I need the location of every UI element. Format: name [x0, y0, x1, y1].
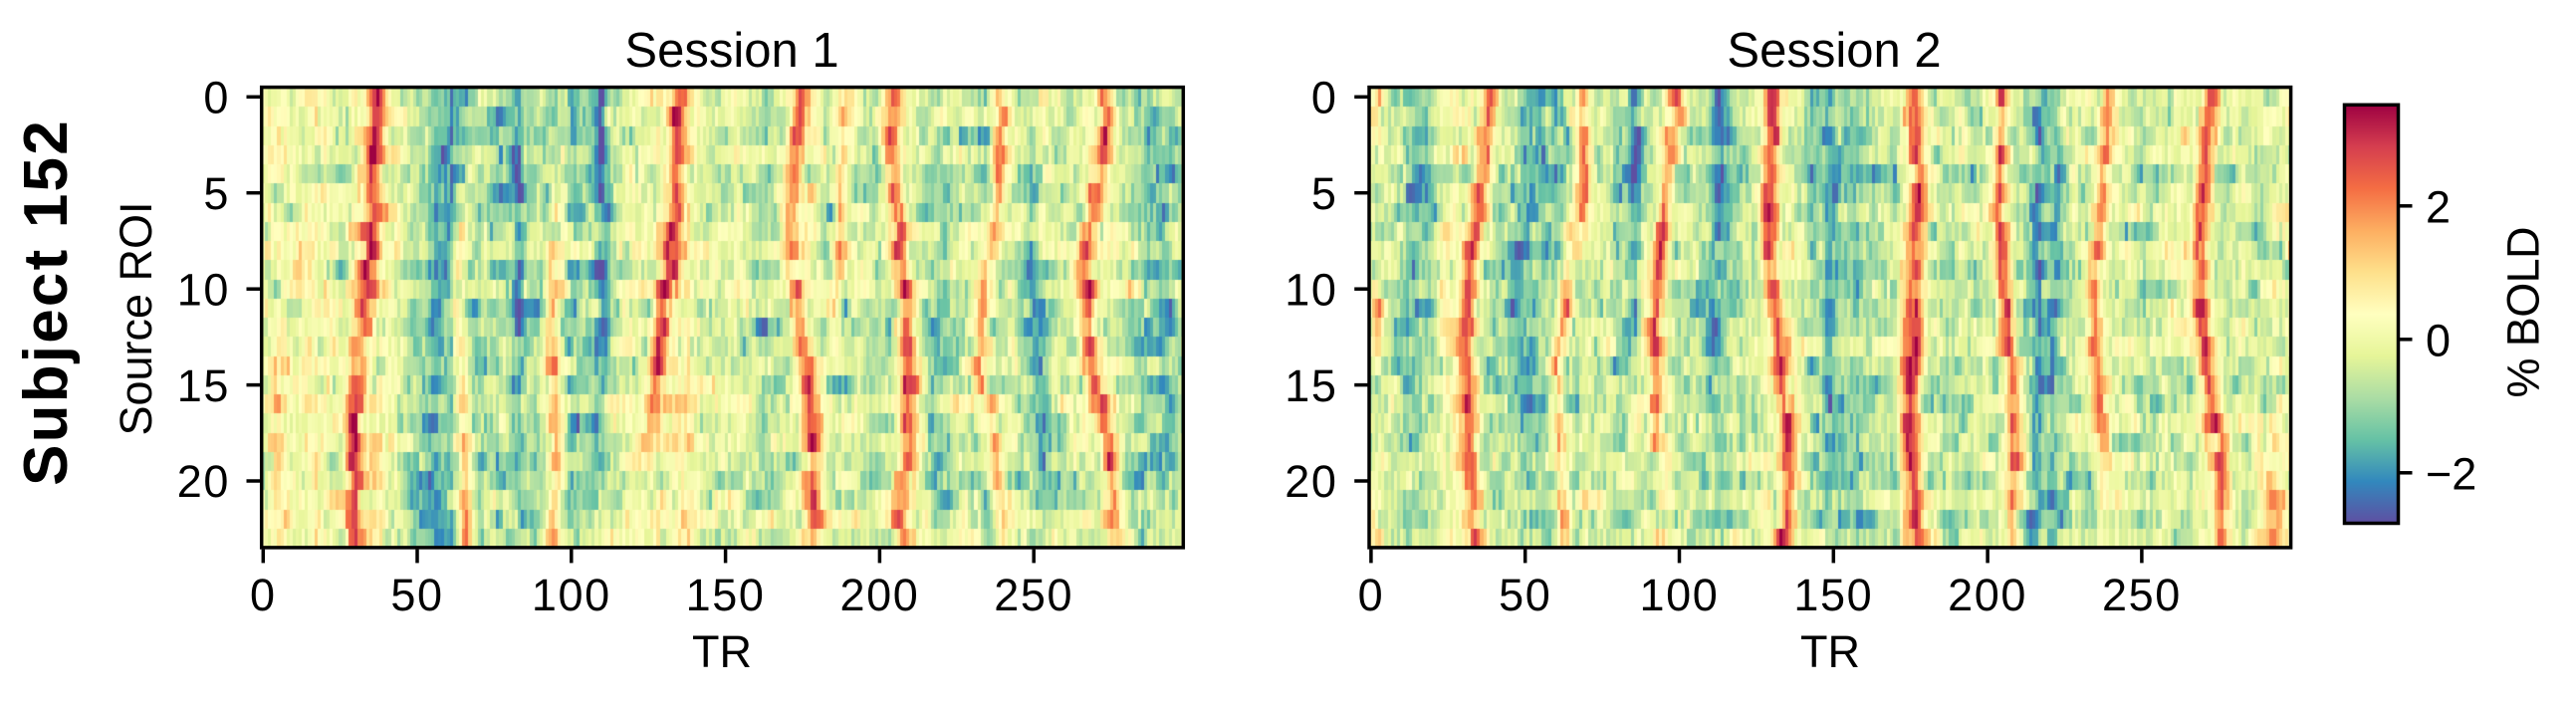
svg-text:50: 50 — [390, 570, 443, 620]
svg-text:0: 0 — [2426, 316, 2451, 366]
svg-text:150: 150 — [1793, 570, 1873, 620]
svg-text:Subject 152: Subject 152 — [12, 118, 81, 486]
svg-text:0: 0 — [1358, 570, 1385, 620]
svg-text:200: 200 — [1948, 570, 2027, 620]
svg-text:150: 150 — [686, 570, 766, 620]
svg-text:TR: TR — [692, 626, 752, 677]
svg-text:200: 200 — [839, 570, 919, 620]
svg-text:% BOLD: % BOLD — [2498, 227, 2549, 397]
svg-text:Session 2: Session 2 — [1727, 24, 1941, 78]
svg-text:10: 10 — [1285, 264, 1337, 315]
svg-text:Session 1: Session 1 — [624, 24, 838, 78]
svg-text:TR: TR — [1800, 626, 1860, 677]
svg-text:0: 0 — [203, 73, 230, 123]
svg-text:250: 250 — [994, 570, 1073, 620]
svg-text:2: 2 — [2426, 182, 2451, 233]
svg-text:20: 20 — [177, 456, 230, 507]
svg-text:100: 100 — [1640, 570, 1720, 620]
svg-text:20: 20 — [1285, 456, 1337, 507]
svg-text:15: 15 — [177, 360, 230, 411]
svg-text:0: 0 — [1311, 73, 1338, 123]
svg-text:5: 5 — [203, 168, 230, 219]
svg-text:Source ROI: Source ROI — [111, 201, 161, 435]
svg-text:100: 100 — [532, 570, 611, 620]
svg-text:50: 50 — [1499, 570, 1551, 620]
svg-text:15: 15 — [1285, 360, 1337, 411]
svg-text:10: 10 — [177, 264, 230, 315]
svg-text:−2: −2 — [2426, 449, 2476, 500]
svg-text:250: 250 — [2102, 570, 2182, 620]
svg-text:0: 0 — [250, 570, 277, 620]
svg-text:5: 5 — [1311, 168, 1338, 219]
